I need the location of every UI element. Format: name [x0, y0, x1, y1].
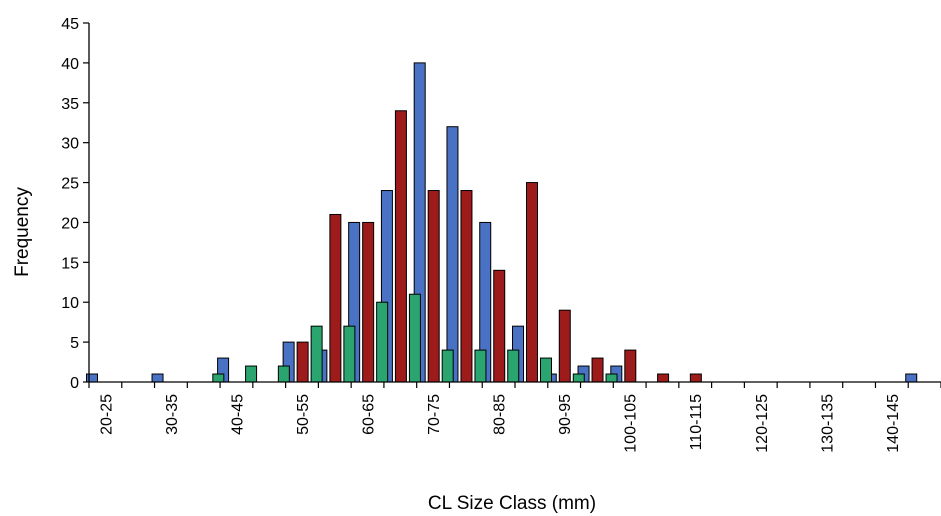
y-tick-label: 45: [61, 16, 79, 33]
bar-series2-95-100: [591, 357, 604, 383]
bar-series2-100-105: [624, 349, 637, 383]
y-tick-label: 30: [61, 136, 79, 153]
bar-series2-55-60: [329, 213, 342, 383]
y-tick-label: 25: [61, 176, 79, 193]
bars-layer: [86, 62, 918, 383]
x-tick-label: 120-125: [754, 394, 771, 453]
y-tick-label: 0: [70, 375, 79, 392]
bar-series1-75-80: [446, 126, 459, 383]
bar-series3-70-75: [441, 349, 454, 383]
x-tick-label: 90-95: [557, 394, 574, 435]
x-tick-label: 30-35: [164, 394, 181, 435]
bar-series3-60-65: [376, 301, 389, 383]
y-tick-label: 15: [61, 255, 79, 272]
bar-series1-20-25: [86, 373, 98, 383]
x-tick-label: 80-85: [492, 394, 509, 435]
bar-series2-75-80: [460, 190, 473, 383]
bar-series2-70-75: [427, 190, 440, 383]
bar-series2-50-55: [296, 341, 309, 383]
bar-series3-90-95: [572, 373, 585, 383]
y-tick-label: 35: [61, 96, 79, 113]
bar-series2-85-90: [526, 182, 538, 383]
x-tick-label: 40-45: [229, 394, 246, 435]
y-tick-label: 40: [61, 56, 79, 73]
bar-series3-95-100: [605, 373, 618, 383]
y-axis-title: Frequency: [12, 187, 33, 277]
x-tick-label: 140-145: [885, 394, 902, 453]
bar-series2-110-115: [689, 373, 702, 383]
x-tick-label: 130-135: [819, 394, 836, 453]
bar-series3-65-70: [408, 293, 421, 383]
x-tick-label: 50-55: [295, 394, 312, 435]
x-tick-label: 110-115: [688, 394, 705, 450]
bar-series1-30-35: [151, 373, 164, 383]
y-tick-label: 20: [61, 215, 79, 232]
bar-series3-40-45: [245, 365, 258, 383]
bar-series2-60-65: [362, 221, 375, 383]
x-axis-title: CL Size Class (mm): [428, 493, 596, 514]
x-ticks: 20-25 30-35 40-45 50-55 60-65 70-75 80-85 90-95…: [88, 382, 941, 453]
bar-series2-65-70: [394, 110, 407, 383]
x-tick-label: 70-75: [426, 394, 443, 435]
bar-series3-50-55: [310, 325, 323, 383]
bar-series2-105-110: [657, 373, 670, 383]
y-tick-label: 10: [61, 295, 79, 312]
bar-series3-45-50: [277, 365, 290, 383]
bar-series3-75-80: [474, 349, 487, 383]
bar-series2-90-95: [558, 309, 571, 383]
bar-series3-80-85: [507, 349, 520, 383]
bar-series1-145-150: [905, 373, 918, 383]
bar-series2-80-85: [493, 269, 506, 383]
bar-series3-85-90: [540, 357, 552, 383]
bar-series3-55-60: [343, 325, 356, 383]
y-ticks: 0 5 10 15 20 25 30 35 40 45: [61, 16, 89, 392]
bar-series3-35-40: [212, 373, 225, 383]
x-tick-label: 60-65: [361, 394, 378, 435]
x-tick-label: 100-105: [623, 394, 640, 453]
y-tick-label: 5: [70, 335, 79, 352]
x-tick-label: 20-25: [98, 394, 115, 435]
